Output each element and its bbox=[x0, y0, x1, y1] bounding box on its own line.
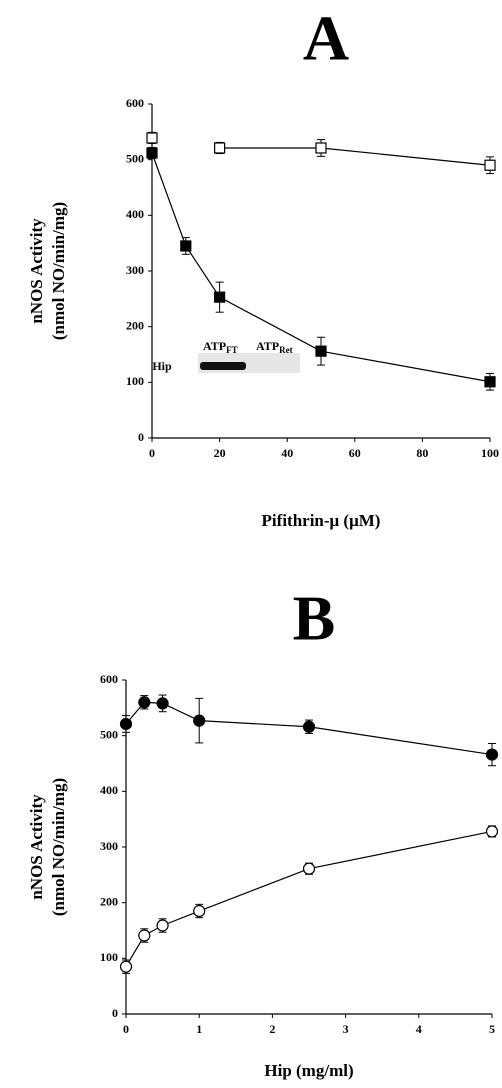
marker bbox=[316, 143, 326, 153]
page: {"chart_data": [ {"type": "line", "title… bbox=[0, 0, 502, 1088]
x-axis-label: Hip (mg/ml) bbox=[264, 1061, 353, 1080]
marker bbox=[147, 133, 157, 143]
x-tick-label: 1 bbox=[196, 1022, 202, 1036]
x-tick-label: 2 bbox=[269, 1022, 275, 1036]
marker bbox=[215, 143, 225, 153]
y-tick-label: 300 bbox=[126, 263, 144, 277]
x-tick-label: 4 bbox=[416, 1022, 422, 1036]
marker bbox=[304, 721, 315, 732]
marker bbox=[485, 160, 495, 170]
marker bbox=[157, 698, 168, 709]
x-tick-label: 20 bbox=[214, 446, 226, 460]
marker bbox=[194, 906, 205, 917]
marker bbox=[316, 346, 326, 356]
x-tick-label: 3 bbox=[343, 1022, 349, 1036]
y-tick-label: 600 bbox=[126, 96, 144, 110]
lane-text: ATP bbox=[203, 339, 226, 353]
x-tick-label: 40 bbox=[281, 446, 293, 460]
marker bbox=[139, 930, 150, 941]
x-tick-label: 0 bbox=[149, 446, 155, 460]
inset-row-label: Hip bbox=[152, 359, 172, 373]
y-tick-label: 500 bbox=[100, 727, 118, 741]
blot bbox=[198, 353, 300, 373]
y-tick-label: 600 bbox=[100, 672, 118, 686]
marker bbox=[485, 377, 495, 387]
x-tick-label: 60 bbox=[349, 446, 361, 460]
panel-title: B bbox=[293, 583, 336, 654]
marker bbox=[215, 292, 225, 302]
inset-lane-label: ATPFT bbox=[203, 339, 238, 355]
lane-sub: FT bbox=[226, 345, 238, 355]
x-tick-label: 100 bbox=[481, 446, 499, 460]
lane-text: ATP bbox=[256, 339, 279, 353]
marker bbox=[194, 715, 205, 726]
y-tick-label: 500 bbox=[126, 151, 144, 165]
y-tick-label: 200 bbox=[126, 318, 144, 332]
x-tick-label: 80 bbox=[416, 446, 428, 460]
y-axis-label: nNOS Activity bbox=[27, 794, 46, 900]
y-tick-label: 300 bbox=[100, 839, 118, 853]
marker bbox=[487, 749, 498, 760]
y-tick-label: 400 bbox=[100, 783, 118, 797]
marker bbox=[181, 241, 191, 251]
y-axis-label: (nmol NO/min/mg) bbox=[49, 778, 68, 916]
inset-lane-label: ATPRet bbox=[256, 339, 293, 355]
y-tick-label: 200 bbox=[100, 894, 118, 908]
y-tick-label: 100 bbox=[126, 374, 144, 388]
panel-title: A bbox=[303, 3, 349, 74]
y-tick-label: 400 bbox=[126, 207, 144, 221]
marker bbox=[147, 148, 157, 158]
x-tick-label: 0 bbox=[123, 1022, 129, 1036]
series-line bbox=[220, 148, 490, 165]
y-tick-label: 0 bbox=[112, 1006, 118, 1020]
figure: Hip ATPFT ATPRet APifithrin-μ (μM)nNOS A… bbox=[0, 0, 502, 1088]
x-tick-label: 5 bbox=[489, 1022, 495, 1036]
x-axis-label: Pifithrin-μ (μM) bbox=[262, 511, 381, 530]
marker bbox=[121, 718, 132, 729]
y-tick-label: 100 bbox=[100, 950, 118, 964]
lane-sub: Ret bbox=[279, 345, 293, 355]
marker bbox=[157, 920, 168, 931]
marker bbox=[304, 863, 315, 874]
y-axis-label: nNOS Activity bbox=[27, 218, 46, 324]
series-line bbox=[126, 831, 492, 966]
blot-band bbox=[200, 362, 246, 370]
marker bbox=[121, 961, 132, 972]
marker bbox=[139, 697, 150, 708]
y-tick-label: 0 bbox=[138, 430, 144, 444]
y-axis-label: (nmol NO/min/mg) bbox=[49, 202, 68, 340]
marker bbox=[487, 826, 498, 837]
